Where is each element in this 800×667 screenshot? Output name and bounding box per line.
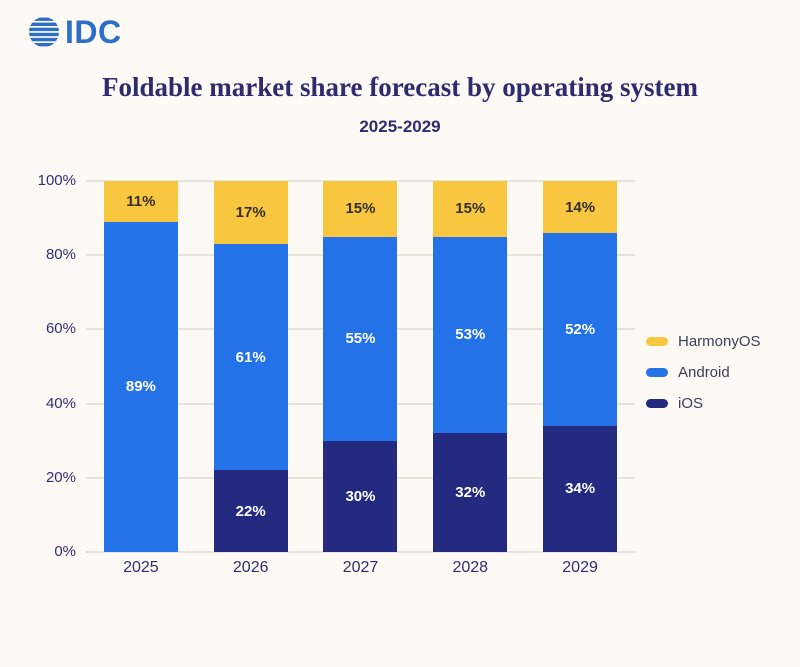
legend-label: HarmonyOS (678, 333, 761, 350)
bar-slot-2025: 89% 11% (86, 181, 196, 552)
bars-container: 89% 11% 22% 61% 17% 30% 55% 15% 32% 53% 15% 34% 52% 1… (86, 181, 635, 552)
segment-android-2025: 89% (103, 221, 178, 552)
plot-area: 89% 11% 22% 61% 17% 30% 55% 15% 32% 53% 15% 34% 52% 1… (86, 180, 635, 553)
gridline (86, 551, 635, 553)
x-axis-tick-label: 2029 (562, 559, 598, 576)
bar-2027: 30% 55% 15% (323, 181, 398, 552)
idc-logo-text: IDC (65, 14, 122, 50)
y-axis-tick-label: 0% (54, 543, 76, 560)
value-label: 53% (455, 326, 486, 344)
segment-android-2029: 52% (543, 232, 618, 426)
bar-slot-2027: 30% 55% 15% (306, 181, 416, 552)
bar-2025: 89% 11% (103, 181, 178, 552)
value-label: 61% (235, 348, 266, 366)
gridline (86, 180, 635, 182)
legend-label: iOS (678, 395, 704, 412)
segment-harmonyos-2028: 15% (433, 181, 508, 237)
value-label: 15% (345, 200, 376, 218)
segment-ios-2029: 34% (543, 425, 618, 552)
idc-globe-icon (29, 17, 59, 47)
segment-ios-2028: 32% (433, 433, 508, 552)
bar-slot-2029: 34% 52% 14% (525, 181, 635, 552)
legend-item-android: Android (646, 365, 761, 380)
bar-2028: 32% 53% 15% (433, 181, 508, 552)
segment-android-2026: 61% (213, 244, 288, 471)
value-label: 15% (455, 200, 486, 218)
segment-android-2028: 53% (433, 236, 508, 434)
y-axis-tick-label: 80% (45, 246, 76, 264)
y-axis-tick-label: 40% (45, 394, 76, 412)
chart-title: Foldable market share forecast by operat… (102, 72, 698, 102)
y-axis-tick-label: 20% (45, 468, 76, 486)
segment-ios-2027: 30% (323, 440, 398, 552)
value-label: 55% (345, 330, 376, 348)
bar-2026: 22% 61% 17% (213, 181, 288, 552)
idc-logo: IDC (28, 16, 122, 48)
bar-slot-2026: 22% 61% 17% (196, 181, 306, 552)
y-axis: 0% 20% 40% 60% 80% 100% (0, 172, 76, 560)
y-axis-tick-label: 60% (45, 320, 76, 338)
x-axis-tick-label: 2027 (342, 559, 379, 576)
x-axis-tick-label: 2026 (232, 559, 269, 576)
legend-label: Android (678, 364, 730, 381)
value-label: 32% (455, 484, 486, 502)
value-label: 14% (565, 198, 596, 216)
legend-swatch-icon (646, 368, 668, 377)
value-label: 52% (565, 320, 596, 338)
value-label: 34% (565, 480, 596, 498)
segment-harmonyos-2025: 11% (103, 181, 178, 222)
chart-subtitle: 2025-2029 (359, 117, 441, 136)
x-axis-tick-label: 2025 (123, 559, 159, 576)
segment-android-2027: 55% (323, 236, 398, 441)
segment-harmonyos-2027: 15% (323, 181, 398, 237)
legend-item-ios: iOS (646, 396, 761, 411)
x-axis-tick-label: 2028 (452, 559, 489, 576)
legend-swatch-icon (646, 399, 668, 408)
value-label: 11% (126, 192, 156, 210)
x-axis: 2025 2026 2027 2028 2029 (86, 559, 635, 577)
value-label: 30% (345, 487, 376, 505)
legend: HarmonyOS Android iOS (646, 334, 761, 411)
segment-harmonyos-2029: 14% (543, 181, 618, 233)
bar-2029: 34% 52% 14% (543, 181, 618, 552)
value-label: 22% (235, 502, 266, 520)
segment-harmonyos-2026: 17% (213, 181, 288, 245)
bar-slot-2028: 32% 53% 15% (415, 181, 525, 552)
legend-item-harmonyos: HarmonyOS (646, 334, 761, 349)
segment-ios-2026: 22% (213, 470, 288, 552)
value-label: 17% (235, 204, 266, 222)
y-axis-tick-label: 100% (37, 172, 76, 189)
value-label: 89% (125, 378, 156, 396)
legend-swatch-icon (646, 337, 668, 346)
